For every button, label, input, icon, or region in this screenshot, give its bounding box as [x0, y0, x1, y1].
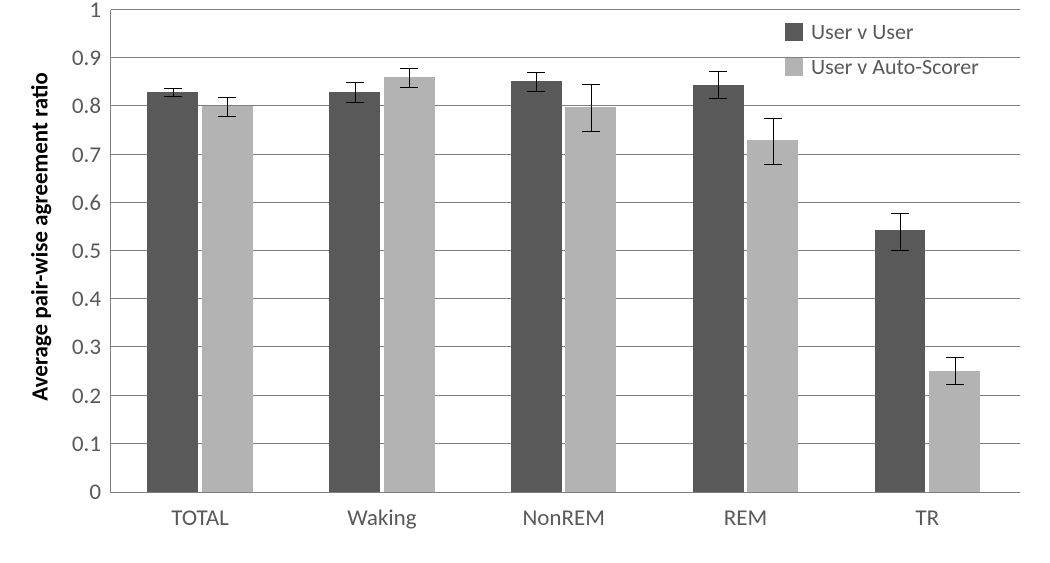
- x-tick-label: NonREM: [522, 492, 604, 532]
- y-tick-label: 0.8: [72, 92, 111, 120]
- y-tick-label: 0.4: [72, 285, 111, 313]
- legend-label: User v User: [811, 18, 914, 45]
- y-tick-label: 0.5: [72, 237, 111, 265]
- y-tick-label: 0.7: [72, 141, 111, 169]
- y-tick-label: 0.2: [72, 382, 111, 410]
- bar: [202, 106, 253, 492]
- y-tick-label: 0.3: [72, 333, 111, 361]
- y-tick-label: 1: [89, 0, 111, 24]
- bar-group: [293, 10, 475, 492]
- legend-label: User v Auto-Scorer: [811, 53, 979, 80]
- bar: [747, 140, 798, 492]
- y-tick-label: 0.6: [72, 189, 111, 217]
- legend-item: User v User: [785, 18, 979, 45]
- legend-item: User v Auto-Scorer: [785, 53, 979, 80]
- bar: [875, 230, 926, 492]
- bar-group: [111, 10, 293, 492]
- bar-group: [475, 10, 657, 492]
- y-tick-label: 0: [89, 478, 111, 506]
- chart-container: Average pair-wise agreement ratio 00.10.…: [0, 0, 1050, 563]
- bar: [693, 85, 744, 492]
- x-tick-label: TOTAL: [171, 492, 229, 532]
- x-tick-label: Waking: [347, 492, 416, 532]
- bar: [565, 107, 616, 492]
- bar: [329, 92, 380, 492]
- y-tick-label: 0.1: [72, 430, 111, 458]
- legend: User v User User v Auto-Scorer: [785, 18, 979, 88]
- legend-swatch: [785, 23, 803, 41]
- x-tick-label: TR: [915, 492, 939, 532]
- x-tick-label: REM: [724, 492, 767, 532]
- bar: [929, 371, 980, 492]
- bar: [147, 92, 198, 492]
- bar: [511, 81, 562, 492]
- bar: [384, 77, 435, 492]
- legend-swatch: [785, 58, 803, 76]
- y-tick-label: 0.9: [72, 44, 111, 72]
